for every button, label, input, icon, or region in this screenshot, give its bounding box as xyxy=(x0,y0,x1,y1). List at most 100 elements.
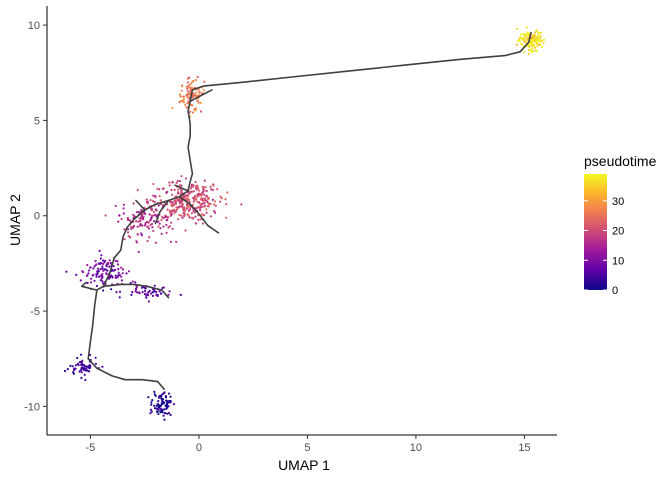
data-point xyxy=(530,47,533,51)
x-tick-label: 5 xyxy=(304,442,310,454)
data-point xyxy=(123,228,126,231)
data-point xyxy=(127,270,131,273)
data-point xyxy=(195,198,198,201)
data-point xyxy=(88,364,91,367)
data-point xyxy=(150,214,154,217)
data-point xyxy=(81,270,84,273)
data-point xyxy=(167,405,170,408)
data-point xyxy=(203,197,206,200)
data-point xyxy=(89,366,92,369)
data-point xyxy=(130,225,133,228)
data-point xyxy=(202,188,205,191)
data-point xyxy=(543,38,546,41)
data-point xyxy=(192,196,195,200)
data-point xyxy=(188,190,191,193)
data-point xyxy=(527,52,531,55)
y-tick-label: 0 xyxy=(34,211,40,223)
data-point xyxy=(127,228,130,231)
data-point xyxy=(212,184,215,187)
data-point xyxy=(199,218,202,221)
data-point xyxy=(168,181,171,184)
data-point xyxy=(187,198,190,201)
data-point xyxy=(102,269,105,272)
data-point xyxy=(162,286,165,289)
data-point xyxy=(198,189,201,192)
data-point xyxy=(112,265,115,268)
data-point xyxy=(146,202,149,205)
data-point xyxy=(158,395,161,398)
data-point xyxy=(145,294,148,297)
data-point xyxy=(219,195,222,198)
data-point xyxy=(199,101,202,104)
data-point xyxy=(516,27,519,30)
data-point xyxy=(186,96,190,99)
data-point xyxy=(86,281,89,285)
data-point xyxy=(101,267,104,270)
data-point xyxy=(92,267,95,270)
data-point xyxy=(204,186,207,189)
data-point xyxy=(166,208,169,211)
data-point xyxy=(76,356,79,359)
data-point xyxy=(79,353,83,356)
data-point xyxy=(214,204,217,207)
data-point xyxy=(179,95,182,98)
data-point xyxy=(225,203,228,206)
data-point xyxy=(81,366,84,369)
x-tick-label: 10 xyxy=(410,442,422,454)
data-point xyxy=(93,279,96,282)
data-point xyxy=(153,220,156,223)
data-point xyxy=(535,49,538,53)
data-point xyxy=(209,202,212,205)
data-point xyxy=(125,272,128,275)
data-point xyxy=(205,208,208,211)
data-point xyxy=(114,259,117,262)
data-point xyxy=(168,290,171,293)
data-point xyxy=(178,179,182,183)
data-point xyxy=(191,80,194,83)
data-point xyxy=(116,260,119,263)
data-point xyxy=(167,401,171,404)
data-point xyxy=(193,196,196,199)
data-point xyxy=(194,94,197,97)
data-point xyxy=(142,218,145,221)
data-point xyxy=(180,184,183,187)
data-point xyxy=(73,368,76,371)
data-point xyxy=(159,199,162,202)
data-point xyxy=(527,34,530,37)
data-point xyxy=(85,274,88,277)
data-point xyxy=(95,275,98,278)
data-point xyxy=(207,205,210,208)
data-point xyxy=(171,227,174,230)
data-point xyxy=(194,107,197,110)
data-point xyxy=(194,180,197,184)
data-point xyxy=(203,205,206,208)
data-point xyxy=(530,44,533,48)
data-point xyxy=(126,218,129,221)
data-point xyxy=(95,273,98,276)
data-point xyxy=(105,273,108,276)
data-point xyxy=(518,40,521,43)
data-point xyxy=(79,279,82,282)
data-point xyxy=(150,217,153,220)
legend-colorbar xyxy=(584,174,607,290)
data-point xyxy=(163,418,166,421)
data-point xyxy=(527,31,530,34)
data-point xyxy=(149,412,152,415)
data-point xyxy=(209,185,212,188)
data-point xyxy=(159,227,162,230)
data-point xyxy=(152,182,155,186)
data-point xyxy=(178,101,181,104)
data-point xyxy=(150,222,154,226)
data-point xyxy=(156,402,159,406)
data-point xyxy=(197,218,200,221)
data-point xyxy=(175,195,178,198)
data-point xyxy=(158,405,161,408)
data-point xyxy=(95,263,98,266)
data-point xyxy=(220,197,223,200)
data-point xyxy=(160,232,163,235)
data-point xyxy=(147,300,150,303)
data-point xyxy=(118,296,121,299)
data-point xyxy=(196,195,199,198)
data-point xyxy=(161,411,164,414)
data-point xyxy=(200,197,203,200)
